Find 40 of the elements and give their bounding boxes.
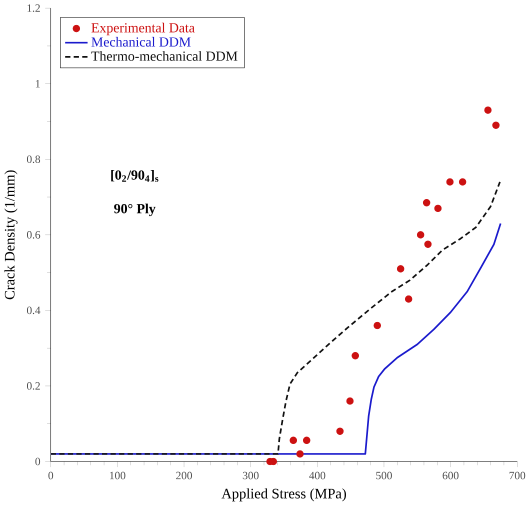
point xyxy=(416,231,424,239)
legend-label: Mechanical DDM xyxy=(91,37,191,47)
point xyxy=(290,436,298,444)
annotation: 90° Ply xyxy=(114,204,156,216)
line-series xyxy=(50,181,501,455)
point xyxy=(302,436,310,444)
x-tick-label: 100 xyxy=(110,472,126,480)
y-tick-label: 1.2 xyxy=(28,4,40,12)
x-tick-label: 700 xyxy=(510,472,526,480)
x-tick-label: 0 xyxy=(48,472,54,480)
point xyxy=(374,322,381,330)
point xyxy=(424,240,432,248)
annotation: [0$_{2}$/90$_{4}$]$_{s}$ xyxy=(111,170,158,182)
x-tick-label: 500 xyxy=(376,472,392,480)
point xyxy=(434,204,442,212)
y-tick-label: 0.4 xyxy=(26,306,40,314)
x-tick-label: 200 xyxy=(176,472,192,480)
y-axis-title: Crack Density (1/mm) xyxy=(4,170,18,300)
y-tick-label: 0.6 xyxy=(26,231,40,239)
point xyxy=(446,178,454,186)
point xyxy=(396,265,404,273)
legend-label: Thermo-mechanical DDM xyxy=(91,51,238,61)
point xyxy=(484,106,492,114)
point xyxy=(458,178,466,186)
x-tick-label: 600 xyxy=(442,472,459,480)
y-tick-label: 1 xyxy=(36,80,40,88)
y-tick-label: 0 xyxy=(35,458,40,466)
point xyxy=(346,397,354,405)
point xyxy=(404,295,412,303)
x-tick-label: 400 xyxy=(309,472,326,480)
legend-label: Experimental Data xyxy=(91,22,195,36)
y-tick-label: 0.8 xyxy=(26,156,40,164)
point xyxy=(296,450,304,458)
x-tick-label: 300 xyxy=(242,472,259,480)
point xyxy=(422,199,430,206)
x-axis-title: Applied Stress (MPa) xyxy=(222,488,346,502)
point xyxy=(336,428,344,436)
point xyxy=(352,352,359,360)
point xyxy=(492,122,500,130)
y-tick-label: 0.2 xyxy=(26,382,40,390)
